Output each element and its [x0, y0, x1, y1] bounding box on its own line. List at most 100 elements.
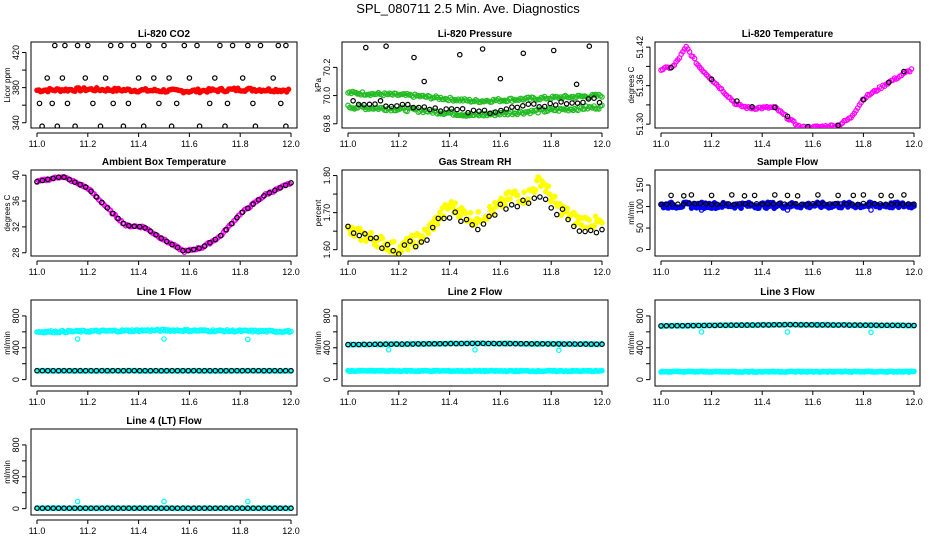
- data-point: [507, 196, 513, 202]
- x-tick-label: 11.6: [181, 397, 198, 407]
- data-point: [860, 97, 867, 103]
- data-point: [77, 181, 84, 188]
- data-point: [862, 322, 869, 329]
- data-point: [706, 322, 713, 329]
- data-point: [44, 176, 51, 183]
- data-point: [153, 367, 159, 374]
- y-tick-label: 51.36: [635, 74, 645, 97]
- chart-box_temp: Ambient Box Temperature degrees C 11.0 11.2…: [3, 157, 300, 277]
- data-point: [234, 367, 240, 374]
- y-axis-label: Licor ppm: [3, 67, 12, 102]
- data-point: [431, 340, 438, 347]
- data-point: [388, 103, 395, 110]
- data-point: [593, 341, 600, 348]
- x-tick-label: 11.8: [232, 526, 249, 536]
- data-layer: [658, 192, 917, 213]
- series-line-3-bypass: [658, 368, 917, 375]
- data-point: [72, 367, 78, 374]
- data-point: [109, 210, 116, 217]
- x-tick-label: 11.6: [181, 139, 198, 149]
- data-point: [66, 367, 73, 374]
- data-point: [228, 367, 235, 374]
- data-point: [803, 321, 810, 328]
- chart-title: Sample Flow: [757, 157, 818, 168]
- data-point: [911, 201, 917, 208]
- data-point: [174, 367, 181, 374]
- data-point: [93, 505, 100, 512]
- data-point: [207, 239, 213, 246]
- data-point: [234, 505, 240, 512]
- data-point: [39, 177, 46, 184]
- data-point: [190, 367, 197, 374]
- data-point: [261, 367, 267, 374]
- data-point: [435, 215, 442, 222]
- data-point: [698, 207, 705, 213]
- data-point: [388, 341, 395, 348]
- data-point: [784, 207, 791, 213]
- x-tick-label: 11.6: [804, 397, 821, 407]
- data-point: [379, 235, 386, 242]
- chart-sample_flow: Sample Flow ml/min 11.0 11.2 11.4 11.6 11.8 12.…: [627, 157, 923, 277]
- data-point: [841, 322, 847, 328]
- data-point: [521, 189, 527, 196]
- data-point: [514, 192, 521, 199]
- data-point: [770, 201, 777, 207]
- y-tick-label: 420: [11, 45, 21, 60]
- x-tick-label: 12.0: [282, 397, 300, 407]
- data-point: [542, 196, 549, 203]
- data-point: [239, 367, 246, 374]
- data-point: [44, 367, 51, 374]
- data-point: [391, 238, 397, 245]
- data-point: [55, 174, 62, 181]
- data-layer: [345, 174, 605, 256]
- data-point: [826, 201, 833, 207]
- data-point: [217, 232, 224, 239]
- data-point: [130, 42, 137, 49]
- data-point: [569, 100, 575, 106]
- data-point: [50, 175, 57, 182]
- data-point: [708, 201, 715, 208]
- y-tick-label: 36: [11, 196, 21, 206]
- y-tick-label: 0: [11, 506, 21, 511]
- data-point: [691, 201, 698, 207]
- plot-frame: [30, 169, 298, 257]
- data-point: [93, 194, 100, 200]
- data-point: [794, 193, 801, 199]
- chart-line2: Line 2 Flow ml/min 11.0 11.2 11.4 11.6 11.8 12.…: [314, 287, 611, 407]
- data-point: [808, 321, 815, 328]
- data-point: [74, 42, 81, 49]
- data-point: [668, 64, 674, 71]
- data-point: [501, 340, 508, 347]
- data-point: [658, 323, 664, 329]
- data-point: [39, 367, 46, 374]
- data-point: [480, 340, 486, 347]
- data-point: [44, 505, 51, 512]
- data-point: [668, 192, 674, 199]
- data-point: [744, 322, 750, 328]
- data-point: [787, 201, 794, 207]
- data-point: [523, 340, 530, 347]
- data-point: [877, 201, 884, 207]
- data-point: [860, 192, 867, 198]
- plot-frame: [341, 41, 609, 129]
- data-point: [361, 101, 367, 108]
- data-point: [759, 201, 766, 208]
- x-tick-label: 11.4: [754, 397, 771, 407]
- data-point: [153, 231, 159, 238]
- x-tick-label: 12.0: [593, 397, 611, 407]
- data-point: [72, 123, 78, 128]
- data-point: [382, 341, 389, 348]
- series-sample-flow-low: [698, 207, 874, 213]
- data-point: [190, 246, 197, 253]
- chart-title: Line 1 Flow: [137, 287, 192, 298]
- data-point: [99, 505, 105, 512]
- data-point: [396, 251, 402, 256]
- data-point: [830, 322, 837, 328]
- series-rh-2-5-min-avg: [345, 194, 605, 256]
- data-point: [717, 322, 724, 329]
- data-point: [573, 81, 580, 88]
- data-point: [418, 239, 425, 245]
- data-point: [383, 103, 389, 110]
- data-point: [363, 238, 369, 244]
- x-tick-label: 11.6: [492, 267, 509, 277]
